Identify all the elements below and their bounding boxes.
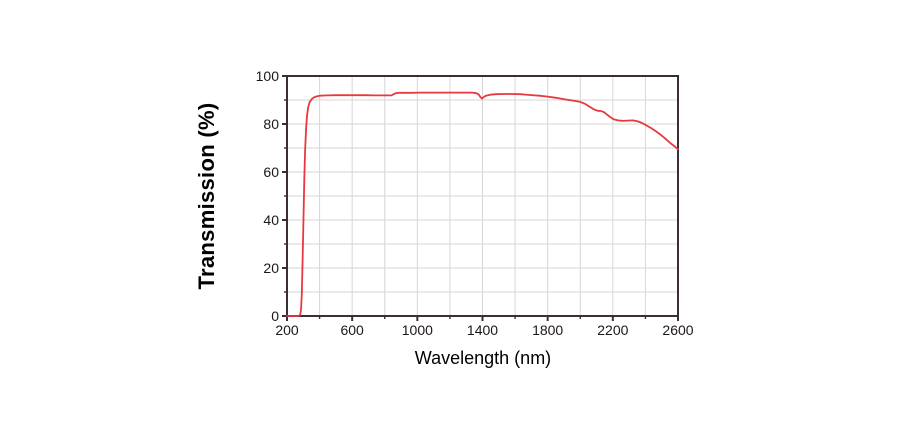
- transmission-curve: [286, 91, 679, 317]
- x-tick-label: 2200: [597, 322, 628, 338]
- y-axis-title: Transmission (%): [194, 103, 219, 290]
- x-tick-label: 1400: [467, 322, 498, 338]
- x-axis-title: Wavelength (nm): [415, 348, 551, 368]
- series-transmission: [286, 91, 679, 317]
- x-tick-label: 2600: [662, 322, 693, 338]
- axes: 200 600 1000 1400 1800 2200 2600 0 20 40 60 80 100: [256, 68, 694, 338]
- x-tick-label: 600: [340, 322, 364, 338]
- x-tick-label: 200: [275, 322, 299, 338]
- y-tick-label: 80: [263, 116, 279, 132]
- y-tick-label: 0: [271, 308, 279, 324]
- plot-frame: [286, 75, 679, 317]
- x-tick-label: 1800: [532, 322, 563, 338]
- gridlines: [287, 76, 678, 316]
- y-tick-label: 40: [263, 212, 279, 228]
- y-tick-label: 100: [256, 68, 280, 84]
- y-tick-label: 20: [263, 260, 279, 276]
- y-tick-label: 60: [263, 164, 279, 180]
- x-tick-label: 1000: [402, 322, 433, 338]
